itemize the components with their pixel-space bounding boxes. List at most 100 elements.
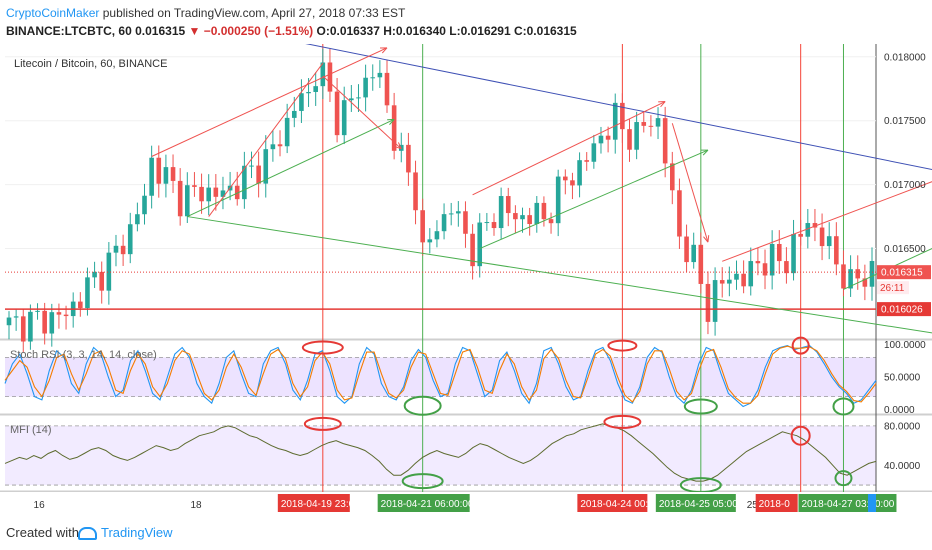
candle-body xyxy=(698,244,704,284)
mfi-pane-label: MFI (14) xyxy=(10,424,52,436)
candle-body xyxy=(727,279,732,284)
candle-body xyxy=(441,214,447,232)
candle-body xyxy=(477,222,483,267)
tradingview-link[interactable]: TradingView xyxy=(78,525,173,541)
axis-end-marker xyxy=(868,494,876,512)
highlight-circle-6 xyxy=(303,416,342,431)
candle-body xyxy=(605,135,611,140)
candle-body xyxy=(63,314,69,317)
candle-body xyxy=(456,211,461,214)
highlight-circle-1 xyxy=(403,395,442,416)
stoch-tick-label: 100.0000 xyxy=(884,340,926,351)
candle-body xyxy=(413,172,418,211)
candle-body xyxy=(199,186,204,202)
candle-body xyxy=(56,312,62,315)
candle-body xyxy=(784,261,789,274)
channel-green-2 xyxy=(479,149,709,249)
candle-body xyxy=(135,214,140,225)
candle-body xyxy=(762,263,768,276)
candle-body xyxy=(78,301,83,309)
stoch-series-K xyxy=(4,344,877,408)
chart-header: CryptoCoinMaker published on TradingView… xyxy=(0,0,932,44)
candle-body xyxy=(356,97,361,99)
time-annotation-3: 2018-04-25 05:00 xyxy=(659,499,738,510)
tradingview-label: TradingView xyxy=(101,525,173,540)
price-tick-label: 0.017500 xyxy=(884,116,926,127)
countdown-timer: 26:11 xyxy=(880,283,905,294)
mfi-tick-label: 80.0000 xyxy=(884,421,921,432)
candle-body xyxy=(677,190,682,237)
candle-body xyxy=(691,244,696,263)
channel-green-2-arrowhead xyxy=(700,149,709,156)
drop-arrow-1 xyxy=(322,75,402,150)
symbol-line: BINANCE:LTCBTC, 60 0.016315 ▼ −0.000250 … xyxy=(6,24,577,38)
price-tick-label: 0.018000 xyxy=(884,52,926,63)
price-tick-label: 0.016500 xyxy=(884,244,926,255)
time-annotation-0-bg xyxy=(277,494,350,512)
candle-body xyxy=(841,264,846,289)
candle-body xyxy=(612,102,618,140)
stoch-band xyxy=(5,357,876,397)
highlight-circle-0 xyxy=(301,340,344,355)
candle-body xyxy=(263,149,269,184)
candle-body xyxy=(548,219,554,224)
candle-body xyxy=(377,72,383,78)
candle-body xyxy=(299,93,304,111)
candle-body xyxy=(427,239,433,243)
mfi-series xyxy=(4,423,877,482)
candle-body xyxy=(270,144,276,150)
candle-body xyxy=(391,105,397,151)
candle-body xyxy=(448,213,454,215)
candle-body xyxy=(734,273,739,280)
footer: Created with TradingView xyxy=(0,515,932,550)
candle-body xyxy=(491,222,497,229)
highlight-circle-11 xyxy=(834,470,853,487)
candle-body xyxy=(306,91,311,94)
candle-body xyxy=(234,185,240,200)
candle-body xyxy=(20,316,26,342)
candle-body xyxy=(705,283,711,322)
guide-line xyxy=(208,62,324,217)
drop-arrow-1-arrowhead xyxy=(394,142,402,150)
candle-body xyxy=(834,236,839,265)
candle-body xyxy=(341,100,347,136)
stoch-series-D xyxy=(4,345,877,404)
countdown-bg xyxy=(877,281,909,295)
last-price-badge-bg xyxy=(877,265,931,280)
candle-body xyxy=(185,185,190,217)
candle-body xyxy=(406,144,411,173)
candle-body xyxy=(99,271,105,291)
candle-body xyxy=(334,91,340,136)
time-annotation-1: 2018-04-21 06:00:00 xyxy=(381,499,474,510)
stoch-pane-label: Stoch RSI (3, 3, 14, 14, close) xyxy=(10,349,157,361)
candle-body xyxy=(648,125,654,127)
candle-body xyxy=(684,236,689,263)
main-pane-label: Litecoin / Bitcoin, 60, BINANCE xyxy=(14,58,167,70)
candle-body xyxy=(49,312,55,334)
candle-body xyxy=(85,277,90,309)
candle-body xyxy=(120,245,126,255)
candle-body xyxy=(327,62,333,92)
candle-body xyxy=(163,167,169,184)
drop-arrow-2-arrowhead xyxy=(703,235,710,243)
channel-red-1-arrowhead xyxy=(379,47,388,54)
publish-line: CryptoCoinMaker published on TradingView… xyxy=(6,6,405,20)
time-annotation-4-bg xyxy=(755,494,798,512)
chart-canvas[interactable]: 0.018000 0.017500 0.017000 0.016500 100.0000… xyxy=(0,44,932,515)
stoch-tick-label: 50.0000 xyxy=(884,373,921,384)
candle-body xyxy=(291,110,297,118)
created-with-label: Created with xyxy=(6,525,79,540)
price-tick-label: 0.017000 xyxy=(884,180,926,191)
candle-body xyxy=(505,196,511,214)
candle-body xyxy=(520,215,525,220)
candle-body xyxy=(563,176,568,181)
candle-body xyxy=(192,185,197,187)
candle-body xyxy=(142,195,147,215)
price-change: ▼ −0.000250 (−1.51%) xyxy=(188,24,314,38)
time-tick-label: 16 xyxy=(34,500,46,511)
candle-body xyxy=(242,165,247,200)
candle-body xyxy=(741,273,746,287)
author-link[interactable]: CryptoCoinMaker xyxy=(6,6,100,20)
candle-body xyxy=(591,143,597,162)
mfi-tick-label: 40.0000 xyxy=(884,461,921,472)
